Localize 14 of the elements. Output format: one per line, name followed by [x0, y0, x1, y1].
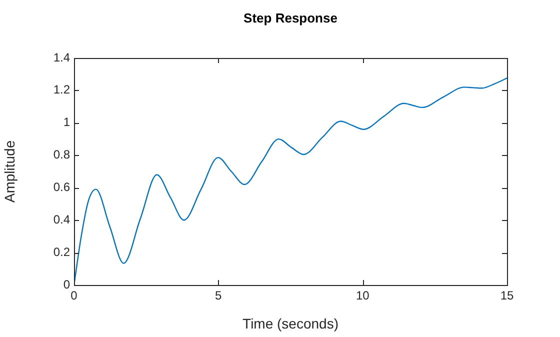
x-tick-label: 10: [356, 288, 370, 303]
y-tick-label: 1: [63, 115, 70, 130]
x-axis-title: Time (seconds): [242, 315, 338, 332]
y-tick-label: 0.4: [53, 212, 70, 226]
y-tick-label: 0.6: [53, 180, 70, 194]
y-tick-label: 1.4: [53, 50, 70, 64]
chart-title: Step Response: [244, 10, 338, 26]
x-tick-label: 5: [214, 288, 222, 303]
y-axis-title: Amplitude: [1, 140, 18, 203]
y-tick-label: 0.8: [53, 148, 70, 162]
x-tick-label: 15: [500, 288, 514, 303]
y-tick-label: 1.2: [53, 82, 70, 97]
y-tick-label: 0.2: [53, 244, 70, 259]
y-tick-label: 0: [63, 277, 70, 292]
